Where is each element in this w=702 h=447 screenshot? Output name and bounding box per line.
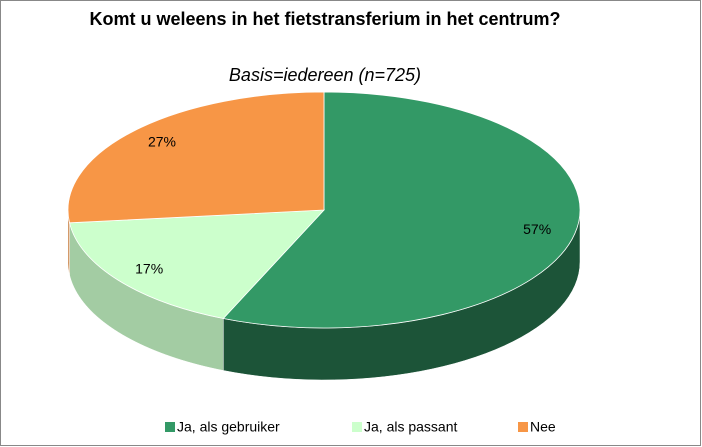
data-label: 17% xyxy=(135,260,163,276)
legend-swatch xyxy=(165,422,175,432)
chart-subtitle: Basis=iedereen (n=725) xyxy=(228,65,422,85)
pie-slice xyxy=(67,91,325,224)
legend-swatch xyxy=(518,422,528,432)
legend-label: Nee xyxy=(530,419,556,435)
pie-slice xyxy=(69,209,325,319)
chart-title: Komt u weleens in het fietstransferium i… xyxy=(89,9,561,29)
legend-label: Ja, als passant xyxy=(364,419,457,435)
legend-label: Ja, als gebruiker xyxy=(177,419,280,435)
pie-slice xyxy=(222,91,581,329)
data-label: 57% xyxy=(523,221,551,237)
legend-swatch xyxy=(352,422,362,432)
data-label: 27% xyxy=(148,134,176,150)
